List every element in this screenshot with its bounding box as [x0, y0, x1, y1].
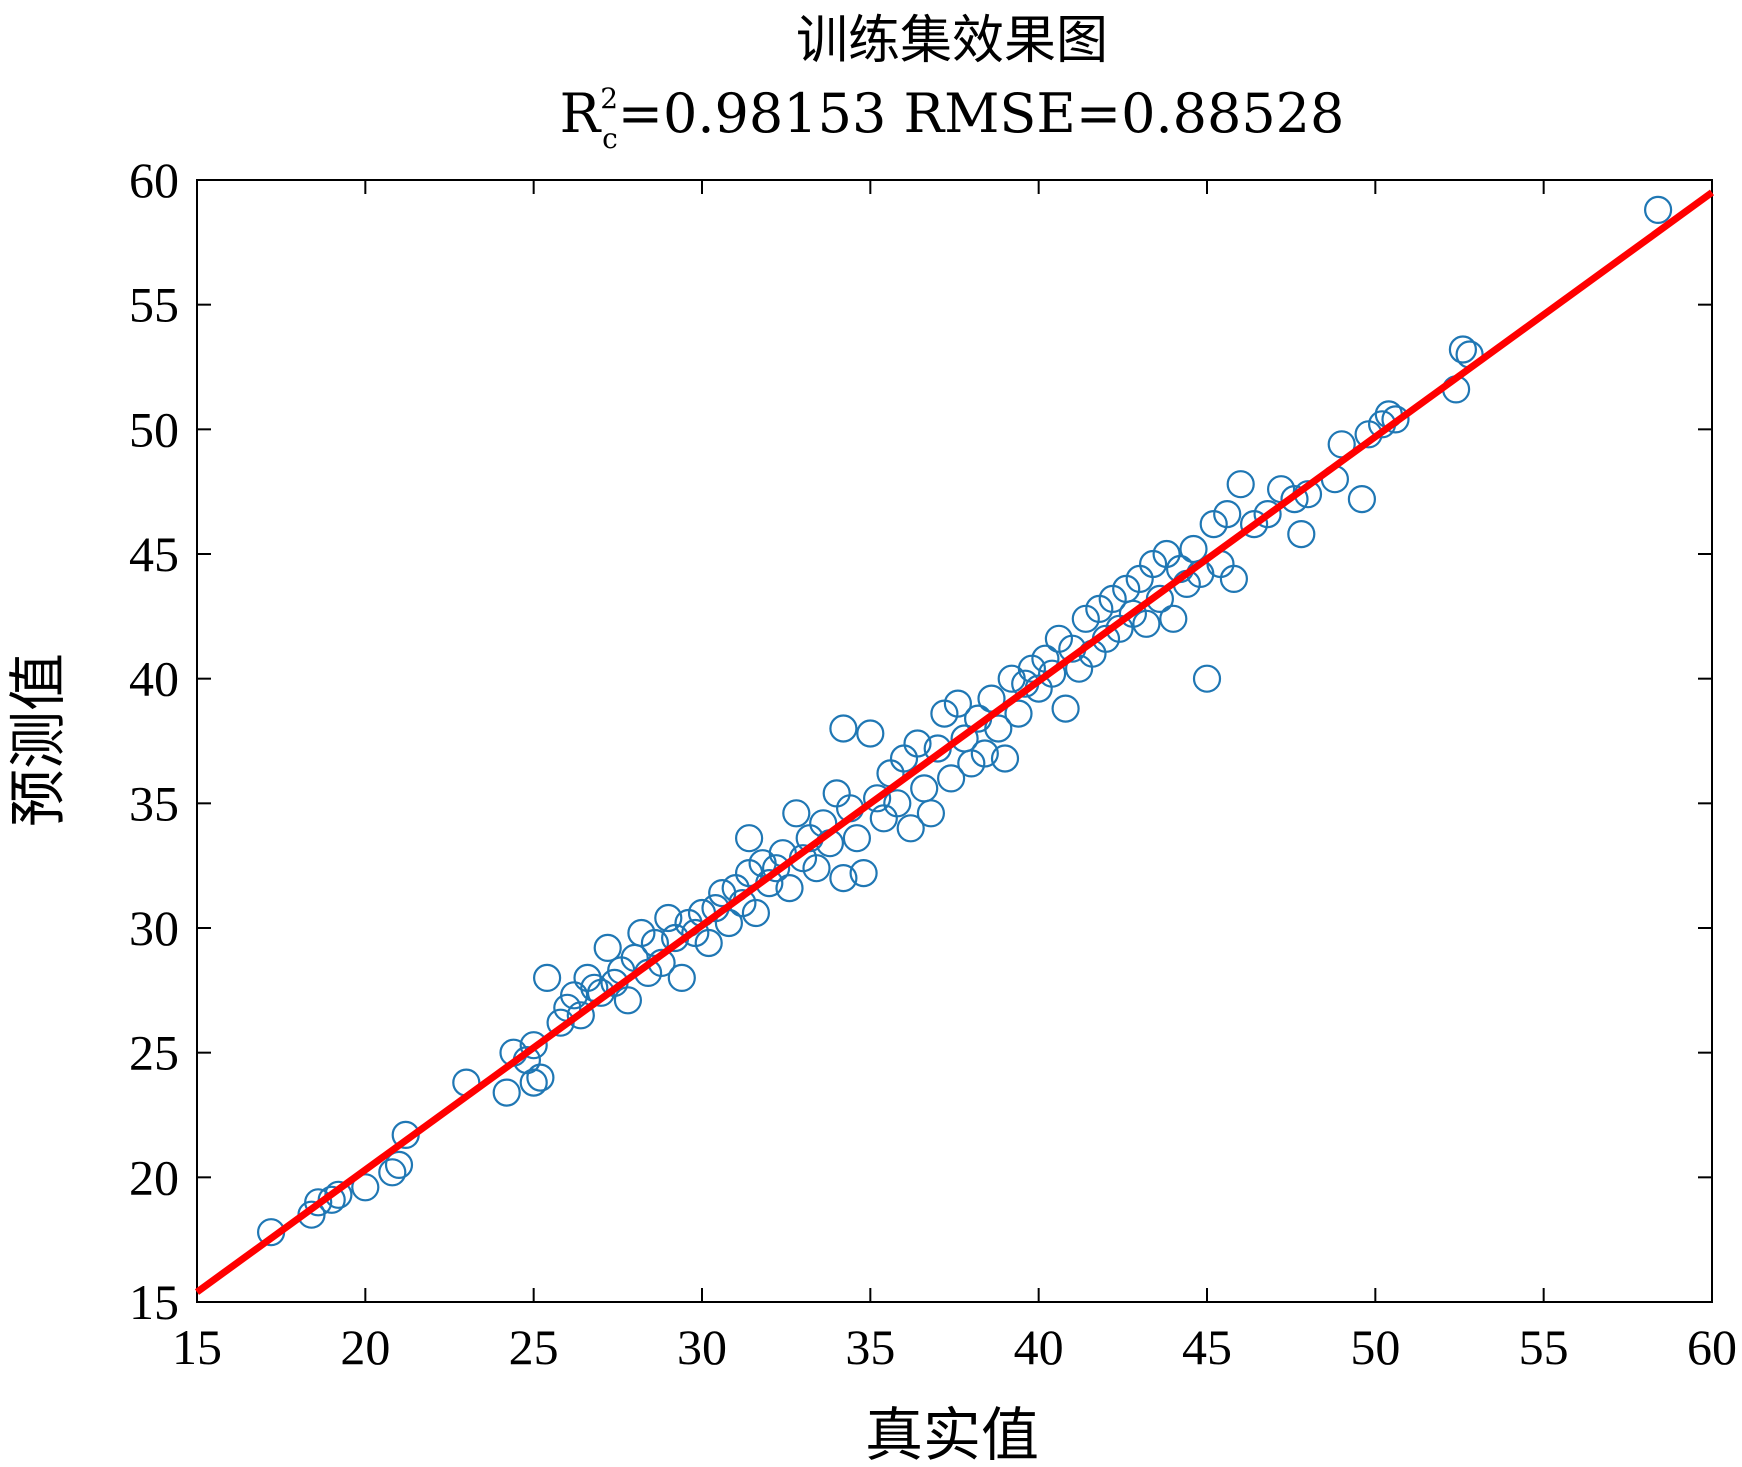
data-point	[519, 1031, 548, 1060]
data-point	[984, 714, 1013, 743]
x-tick-label-35: 35	[845, 1319, 895, 1375]
data-point	[849, 858, 878, 888]
y-tick-label-30: 30	[129, 900, 179, 956]
x-tick-label-20: 20	[340, 1319, 390, 1375]
y-tick-label-40: 40	[129, 651, 179, 707]
data-point	[916, 799, 946, 828]
x-tick-label-55: 55	[1519, 1319, 1569, 1375]
x-tick-label-60: 60	[1687, 1319, 1737, 1375]
data-point	[694, 928, 723, 958]
data-point	[1192, 664, 1222, 693]
data-point	[734, 824, 764, 853]
data-point	[856, 719, 885, 748]
data-point	[970, 739, 999, 768]
y-tick-label-15: 15	[129, 1274, 179, 1330]
data-point	[1037, 659, 1067, 688]
data-point	[532, 963, 562, 993]
y-tick-label-60: 60	[129, 152, 179, 208]
data-point	[566, 1001, 595, 1030]
data-point	[1381, 405, 1410, 434]
data-point	[351, 1173, 380, 1202]
x-tick-label-50: 50	[1350, 1319, 1400, 1375]
chart-subtitle: R2 c=0.98153 RMSE=0.88528	[560, 82, 1345, 155]
x-tick-label-30: 30	[677, 1319, 727, 1375]
r-superscript: 2	[600, 82, 618, 115]
chart-title: 训练集效果图	[796, 11, 1108, 71]
data-point	[1159, 604, 1188, 633]
fit-line	[194, 189, 1715, 1295]
data-point	[304, 1188, 333, 1217]
data-point	[943, 689, 973, 718]
data-point	[1219, 564, 1249, 594]
x-tick-label-15: 15	[172, 1319, 222, 1375]
x-tick-label-25: 25	[509, 1319, 559, 1375]
data-point	[1280, 485, 1309, 514]
data-point	[862, 784, 892, 813]
x-tick-label-45: 45	[1182, 1319, 1232, 1375]
data-point	[842, 824, 872, 853]
data-point	[761, 854, 791, 883]
data-point	[1226, 470, 1255, 499]
data-point	[654, 903, 683, 933]
data-point	[1347, 485, 1377, 514]
data-point	[559, 981, 589, 1010]
data-point	[829, 863, 858, 893]
data-point	[936, 764, 966, 793]
data-point	[1253, 499, 1282, 529]
y-axis-label: 预测值	[4, 653, 72, 827]
y-tick-label-25: 25	[129, 1025, 179, 1081]
x-tick-label-40: 40	[1014, 1319, 1064, 1375]
data-point	[990, 744, 1020, 773]
data-point	[519, 1068, 548, 1097]
y-tick-label-50: 50	[129, 401, 179, 457]
data-point	[775, 873, 804, 903]
r-label: R	[560, 82, 602, 145]
data-point	[829, 714, 858, 743]
data-point	[782, 799, 811, 828]
data-point	[613, 986, 643, 1015]
y-tick-label-45: 45	[129, 526, 179, 582]
x-tick-labels: 15 20 25 30 35 40 45 50 55 60	[172, 1319, 1737, 1375]
r-value: =0.98153 RMSE=0.88528	[618, 82, 1345, 145]
data-point	[741, 898, 771, 928]
data-point	[1448, 335, 1478, 364]
data-point	[802, 854, 831, 883]
data-point	[1031, 644, 1060, 673]
data-point	[1213, 499, 1242, 529]
data-point	[384, 1150, 414, 1180]
data-point	[1287, 519, 1316, 549]
y-tick-label-55: 55	[129, 277, 179, 333]
data-point	[492, 1078, 521, 1107]
data-point	[903, 729, 932, 758]
data-point	[1051, 694, 1080, 723]
r-subscript: c	[602, 122, 618, 155]
data-point	[378, 1158, 407, 1187]
x-axis-label: 真实值	[865, 1401, 1039, 1467]
data-point	[1004, 699, 1033, 728]
y-tick-label-20: 20	[129, 1149, 179, 1205]
y-tick-label-35: 35	[129, 775, 179, 831]
data-point	[1643, 195, 1673, 224]
data-point	[593, 933, 622, 963]
data-point	[1132, 609, 1161, 638]
data-point	[526, 1063, 555, 1092]
data-point	[896, 814, 925, 843]
data-point	[667, 963, 696, 993]
data-point	[883, 789, 912, 818]
y-tick-labels: 15 20 25 30 35 40 45 50 55 60	[129, 152, 179, 1330]
